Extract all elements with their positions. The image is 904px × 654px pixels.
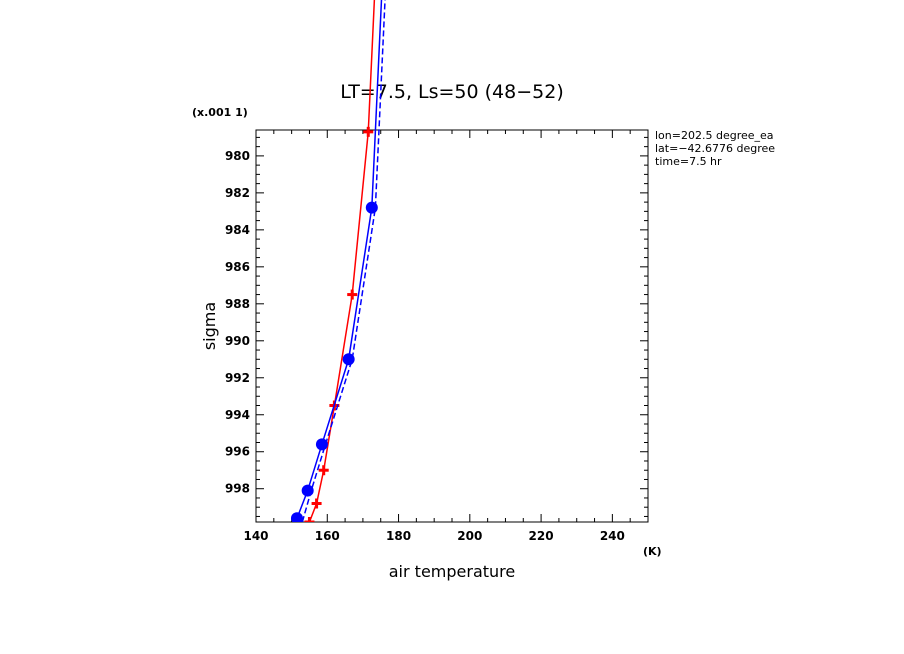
y-tick-label: 990 <box>225 334 250 348</box>
data-series <box>290 0 386 522</box>
metadata-info: lon=202.5 degree_ea lat=−42.6776 degree … <box>655 129 775 168</box>
series-1 <box>290 0 383 522</box>
info-line-lat: lat=−42.6776 degree <box>655 142 775 155</box>
data-point-plus <box>347 289 358 300</box>
data-point-plus <box>318 465 329 476</box>
x-axis-label: air temperature <box>389 562 515 581</box>
x-tick-label: 220 <box>529 529 554 543</box>
data-point-circle <box>315 438 328 451</box>
data-point-plus <box>363 126 374 137</box>
y-tick-label: 994 <box>225 408 250 422</box>
info-line-time: time=7.5 hr <box>655 155 722 168</box>
y-tick-label: 984 <box>225 223 250 237</box>
y-tick-label: 992 <box>225 371 250 385</box>
y-tick-label: 988 <box>225 297 250 311</box>
x-axis-tick-labels: 140 160 180 200 220 240 <box>243 529 624 543</box>
series-2 <box>301 0 386 522</box>
y-axis-ticks <box>256 136 648 517</box>
data-point-plus <box>311 498 322 509</box>
chart-title: LT=7.5, Ls=50 (48−52) <box>340 81 564 103</box>
y-tick-label: 996 <box>225 445 250 459</box>
x-tick-label: 180 <box>386 529 411 543</box>
x-tick-label: 200 <box>457 529 482 543</box>
x-tick-label: 140 <box>243 529 268 543</box>
x-tick-label: 240 <box>600 529 625 543</box>
x-axis-ticks <box>255 130 631 522</box>
data-point-circle <box>290 512 303 522</box>
series-line <box>301 0 386 522</box>
y-tick-label: 998 <box>225 482 250 496</box>
y-tick-label: 980 <box>225 149 250 163</box>
y-axis-label: sigma <box>200 302 219 350</box>
y-tick-label: 986 <box>225 260 250 274</box>
y-tick-label: 982 <box>225 186 250 200</box>
x-axis-unit: (K) <box>643 545 662 558</box>
plot-frame <box>255 129 649 523</box>
y-axis-scale-label: (x.001 1) <box>192 106 248 119</box>
x-tick-label: 160 <box>315 529 340 543</box>
y-axis-tick-labels: 980 982 984 986 988 990 992 994 996 998 <box>225 149 250 496</box>
series-0 <box>304 0 376 522</box>
info-line-lon: lon=202.5 degree_ea <box>655 129 774 142</box>
data-point-plus <box>304 517 315 522</box>
series-line <box>296 0 383 519</box>
